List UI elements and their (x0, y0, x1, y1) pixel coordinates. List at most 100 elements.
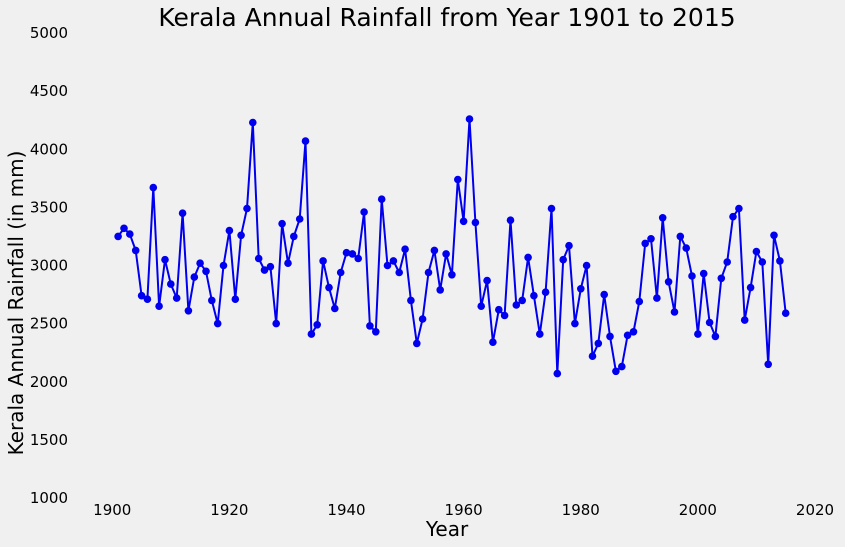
data-point (383, 261, 392, 270)
data-point (723, 258, 731, 266)
data-point (143, 295, 152, 304)
x-axis-label: Year (425, 517, 469, 541)
data-point (284, 259, 292, 268)
data-point (219, 261, 228, 270)
data-point (641, 239, 649, 248)
data-point (243, 204, 251, 213)
data-point (372, 328, 380, 336)
data-point (290, 232, 298, 241)
data-point (694, 330, 702, 338)
data-point (366, 322, 374, 330)
data-point (336, 268, 345, 277)
y-tick-label: 1500 (30, 431, 68, 449)
data-point (746, 283, 755, 292)
data-point (781, 309, 790, 318)
x-tick-label: 2000 (679, 501, 717, 519)
y-axis-label: Kerala Annual Rainfall (in mm) (4, 151, 28, 456)
data-point (565, 241, 573, 250)
data-point (729, 212, 737, 221)
data-point (190, 273, 199, 281)
data-point (740, 316, 749, 324)
y-tick-label: 4500 (30, 82, 68, 100)
x-axis-ticks: 1900 1920 1940 1960 1980 2000 2020 (93, 501, 834, 519)
data-point (711, 332, 720, 341)
data-point (126, 230, 134, 238)
data-point (752, 247, 761, 256)
y-tick-label: 3500 (30, 198, 68, 216)
y-axis-ticks: 1000 1500 2000 2500 3000 3500 4000 4500 5000 (30, 24, 68, 507)
y-tick-label: 2000 (30, 373, 68, 391)
data-point (606, 332, 614, 341)
data-point (688, 272, 696, 280)
data-point (658, 214, 667, 222)
data-point (418, 315, 427, 323)
data-point (594, 339, 603, 348)
data-point (196, 259, 204, 268)
data-point (354, 254, 363, 263)
data-point (137, 291, 146, 300)
data-point (389, 257, 398, 265)
x-tick-label: 1900 (93, 501, 131, 519)
data-point (483, 276, 491, 285)
x-tick-label: 1980 (562, 501, 600, 519)
data-point (664, 278, 673, 286)
data-point (577, 285, 585, 293)
data-point (249, 118, 257, 127)
x-tick-label: 2020 (796, 501, 834, 519)
y-tick-label: 4000 (30, 140, 68, 158)
data-point (571, 319, 579, 328)
data-point (114, 232, 122, 241)
data-point (184, 307, 193, 315)
data-point (471, 218, 480, 227)
chart-title: Kerala Annual Rainfall from Year 1901 to… (158, 3, 735, 32)
data-point (360, 208, 368, 216)
data-point (582, 261, 591, 270)
data-point (231, 295, 240, 304)
data-point (401, 245, 409, 253)
data-point (500, 311, 509, 320)
data-point (553, 369, 562, 378)
data-point (653, 294, 661, 302)
data-point (618, 362, 626, 371)
data-point (161, 255, 169, 264)
y-tick-label: 2500 (30, 315, 68, 333)
data-point (342, 248, 351, 257)
data-point (536, 330, 544, 338)
data-point (167, 280, 175, 288)
data-point (413, 339, 421, 348)
data-point (495, 305, 503, 314)
data-point (307, 330, 316, 338)
data-point (237, 231, 245, 240)
data-point (623, 331, 632, 340)
data-point (699, 269, 708, 278)
data-point (301, 137, 310, 145)
y-tick-label: 1000 (30, 489, 68, 507)
x-tick-label: 1920 (210, 501, 248, 519)
data-point (325, 283, 333, 292)
data-point (776, 257, 784, 265)
data-point (266, 262, 275, 271)
data-point (541, 288, 550, 297)
data-point (629, 328, 638, 336)
data-point (208, 296, 216, 305)
data-point (705, 318, 714, 327)
data-point (647, 235, 655, 243)
y-tick-label: 3000 (30, 257, 68, 275)
data-point (682, 244, 690, 252)
plot-area (114, 115, 790, 378)
x-tick-label: 1960 (445, 501, 483, 519)
data-point (395, 268, 404, 277)
data-point (459, 217, 468, 226)
data-point (612, 367, 620, 376)
y-tick-label: 5000 (30, 24, 68, 42)
data-point (717, 274, 726, 283)
data-point (424, 268, 433, 277)
data-point (735, 204, 743, 213)
data-point (635, 297, 644, 306)
data-point (260, 266, 269, 274)
data-point (764, 360, 772, 369)
data-point (588, 352, 597, 361)
data-point (172, 294, 181, 302)
data-point (758, 258, 767, 266)
